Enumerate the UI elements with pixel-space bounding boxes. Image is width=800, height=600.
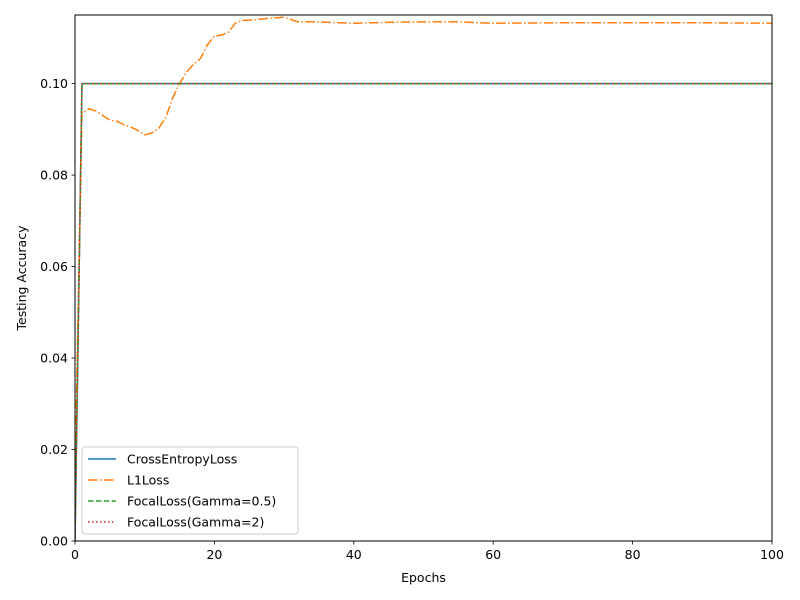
- y-axis-ticks: 0.00 0.02 0.04 0.06 0.08 0.10: [40, 76, 75, 549]
- x-tick-label: 80: [625, 547, 641, 562]
- legend-label: FocalLoss(Gamma=2): [127, 515, 264, 530]
- y-tick-label: 0.02: [40, 442, 68, 457]
- legend-label: L1Loss: [127, 473, 169, 488]
- plot-area: [74, 14, 773, 542]
- y-tick-label: 0.04: [40, 351, 68, 366]
- x-axis-label: Epochs: [401, 570, 446, 585]
- x-axis-ticks: 0 20 40 60 80 100: [71, 541, 784, 562]
- series-line-focalloss-gamma-2: [75, 82, 772, 541]
- x-tick-label: 100: [760, 547, 784, 562]
- y-axis-label: Testing Accuracy: [14, 225, 29, 332]
- x-tick-label: 20: [206, 547, 222, 562]
- legend-label: CrossEntropyLoss: [127, 452, 237, 467]
- x-tick-label: 60: [485, 547, 501, 562]
- legend-box: [81, 446, 299, 535]
- y-tick-label: 0.06: [40, 259, 68, 274]
- legend: CrossEntropyLoss L1Loss FocalLoss(Gamma=0.…: [81, 446, 299, 535]
- series-line-l1loss: [75, 16, 772, 473]
- x-tick-label: 0: [71, 547, 79, 562]
- y-tick-label: 0.08: [40, 168, 68, 183]
- x-tick-label: 40: [346, 547, 362, 562]
- axes-frame: [74, 14, 773, 542]
- y-tick-label: 0.10: [40, 76, 68, 91]
- legend-label: FocalLoss(Gamma=0.5): [127, 494, 276, 509]
- series-layer: [75, 16, 772, 541]
- y-tick-label: 0.00: [40, 534, 68, 549]
